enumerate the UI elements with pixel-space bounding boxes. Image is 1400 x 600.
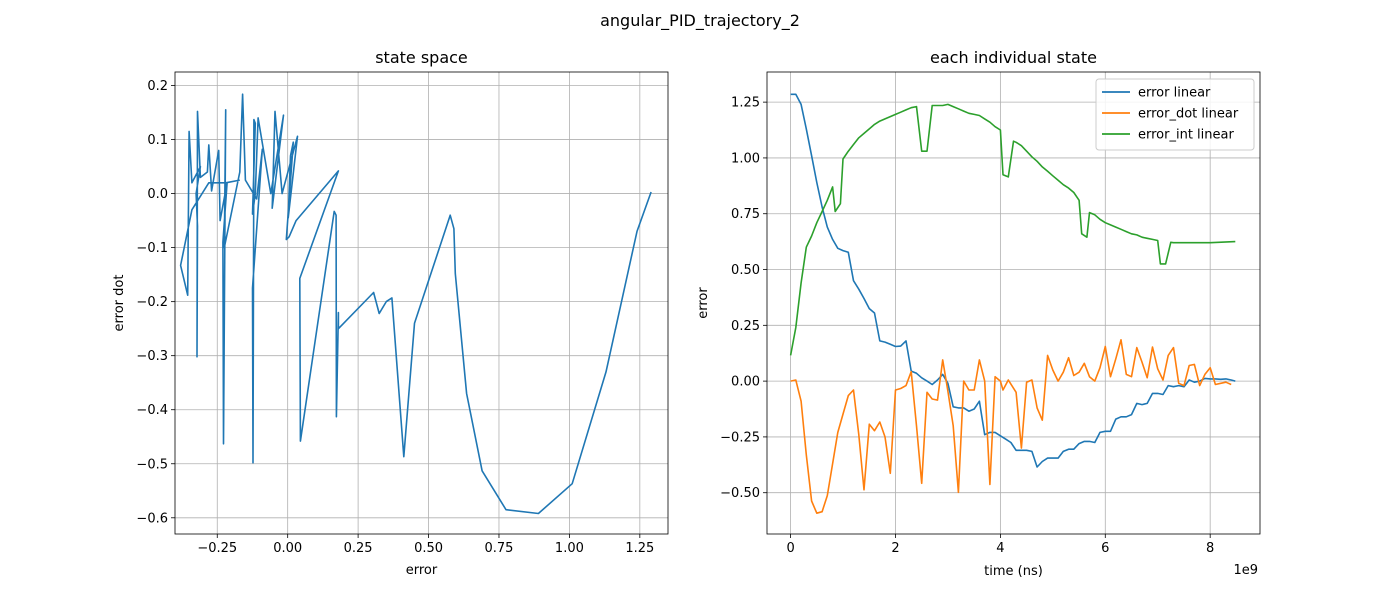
y-tick-label: −0.50 — [720, 486, 760, 501]
individual-state-axes: each individual state time (ns) error 1e… — [696, 48, 1261, 579]
legend: error linear error_dot linear error_int li… — [1095, 78, 1255, 151]
series-line-error-int-linear — [789, 103, 1236, 356]
y-tick-label: 0.1 — [147, 133, 168, 148]
x-axis-label: error — [406, 563, 438, 578]
y-tick-label: −0.3 — [136, 349, 168, 364]
y-tick-label: 0.50 — [731, 263, 760, 278]
trajectory-line — [179, 93, 652, 515]
x-tick-label: 0.25 — [344, 541, 373, 556]
y-tick-label: −0.25 — [720, 430, 760, 445]
y-axis-label: error dot — [112, 275, 127, 332]
x-tick-label: 0.00 — [273, 541, 302, 556]
figure-suptitle: angular_PID_trajectory_2 — [600, 11, 800, 31]
x-tick-label: 0 — [786, 541, 794, 556]
x-tick-label: 1.25 — [625, 541, 654, 556]
y-tick-label: −0.6 — [136, 511, 168, 526]
y-tick-label: −0.1 — [136, 241, 168, 256]
y-tick-label: 0.25 — [731, 319, 760, 334]
series-line-error-linear — [790, 93, 1236, 468]
y-tick-label: 0.75 — [731, 207, 760, 222]
axes-title: state space — [375, 48, 468, 67]
axes-frame — [174, 71, 669, 535]
x-tick-label: 8 — [1206, 541, 1214, 556]
x-tick-label: 1.00 — [555, 541, 584, 556]
y-tick-label: −0.5 — [136, 457, 168, 472]
axes-frame — [766, 71, 1261, 535]
legend-entry: error_int linear — [1138, 128, 1234, 143]
x-offset-label: 1e9 — [1233, 563, 1258, 578]
legend-entry: error linear — [1138, 86, 1211, 101]
x-tick-label: 0.75 — [484, 541, 513, 556]
legend-box — [1095, 78, 1255, 151]
x-tick-label: 4 — [996, 541, 1004, 556]
series-line-error-dot-linear — [790, 338, 1232, 515]
y-tick-label: 0.00 — [731, 375, 760, 390]
x-tick-label: 0.50 — [414, 541, 443, 556]
x-tick-label: 2 — [891, 541, 899, 556]
y-axis-label: error — [696, 287, 711, 319]
y-tick-label: −0.2 — [136, 295, 168, 310]
x-axis-label: time (ns) — [984, 564, 1043, 579]
state-space-axes: state space error error dot −0.25 0.00 0.2… — [112, 48, 669, 578]
x-tick-label: −0.25 — [197, 541, 237, 556]
y-tick-label: 0.0 — [147, 187, 168, 202]
y-tick-label: 1.25 — [731, 96, 760, 111]
x-tick-label: 6 — [1101, 541, 1109, 556]
y-tick-label: 1.00 — [731, 151, 760, 166]
legend-entry: error_dot linear — [1138, 107, 1239, 122]
axes-title: each individual state — [930, 48, 1097, 67]
y-tick-label: 0.2 — [147, 79, 168, 94]
y-tick-label: −0.4 — [136, 403, 168, 418]
